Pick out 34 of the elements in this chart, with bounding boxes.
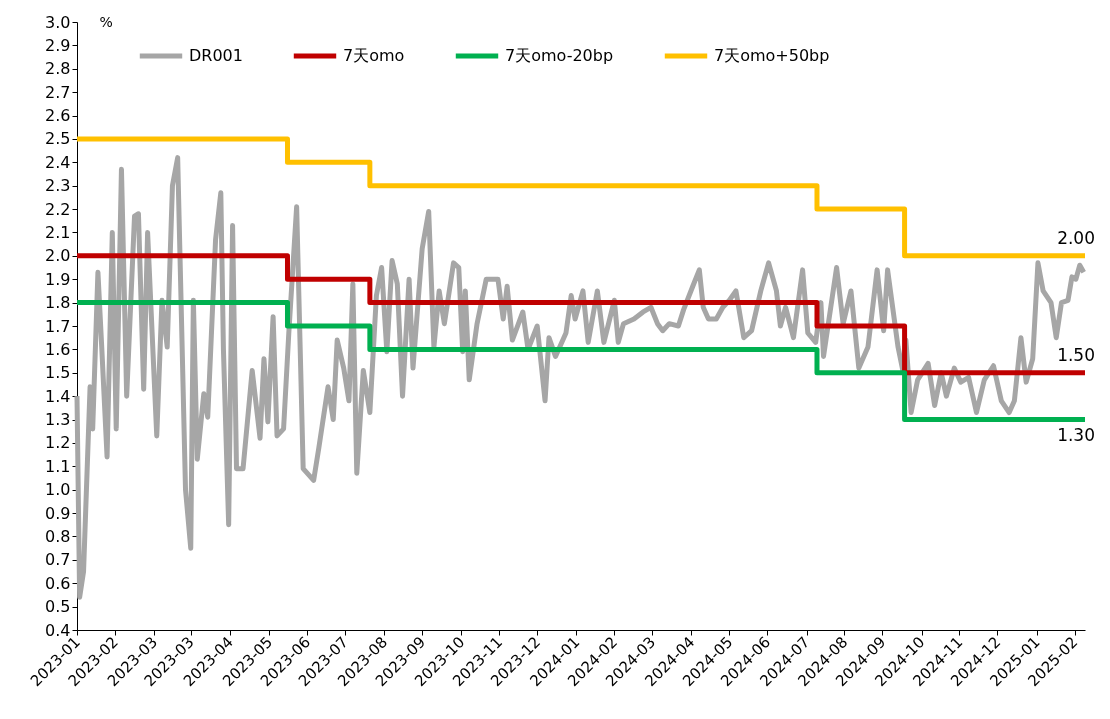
- y-tick-label: 2.3: [45, 176, 71, 196]
- y-tick-label: 2.9: [45, 35, 71, 55]
- y-tick-label: 0.6: [45, 573, 71, 593]
- y-tick-label: 0.9: [45, 503, 71, 523]
- y-tick-label: 2.8: [45, 59, 71, 79]
- legend-label: DR001: [189, 46, 243, 65]
- y-tick-label: 0.7: [45, 550, 71, 570]
- y-tick-label: 1.9: [45, 269, 71, 289]
- y-tick-label: 2.4: [45, 152, 71, 172]
- y-tick-label: 1.2: [45, 433, 71, 453]
- y-axis-title: %: [99, 13, 113, 30]
- y-tick-label: 0.8: [45, 526, 71, 546]
- legend-label: 7天omo+50bp: [714, 46, 830, 65]
- y-tick-label: 1.8: [45, 293, 71, 313]
- annotation: 1.30: [1057, 424, 1095, 445]
- legend-label: 7天omo: [343, 46, 405, 65]
- y-tick-label: 2.1: [45, 222, 71, 242]
- y-tick-label: 2.2: [45, 199, 71, 219]
- y-tick-label: 0.5: [45, 597, 71, 617]
- y-tick-label: 1.7: [45, 316, 71, 336]
- y-tick-label: 2.5: [45, 129, 71, 149]
- annotation: 2.00: [1057, 227, 1095, 248]
- y-tick-label: 1.6: [45, 339, 71, 359]
- y-tick-label: 1.1: [45, 456, 71, 476]
- y-tick-label: 1.4: [45, 386, 71, 406]
- y-tick-label: 1.0: [45, 480, 71, 500]
- y-tick-label: 3.0: [45, 12, 71, 32]
- y-tick-label: 1.5: [45, 363, 71, 383]
- y-tick-label: 2.0: [45, 246, 71, 266]
- legend-label: 7天omo-20bp: [505, 46, 614, 65]
- y-tick-label: 1.3: [45, 410, 71, 430]
- annotation: 1.50: [1057, 344, 1095, 365]
- y-tick-label: 2.7: [45, 82, 71, 102]
- y-tick-label: 2.6: [45, 106, 71, 126]
